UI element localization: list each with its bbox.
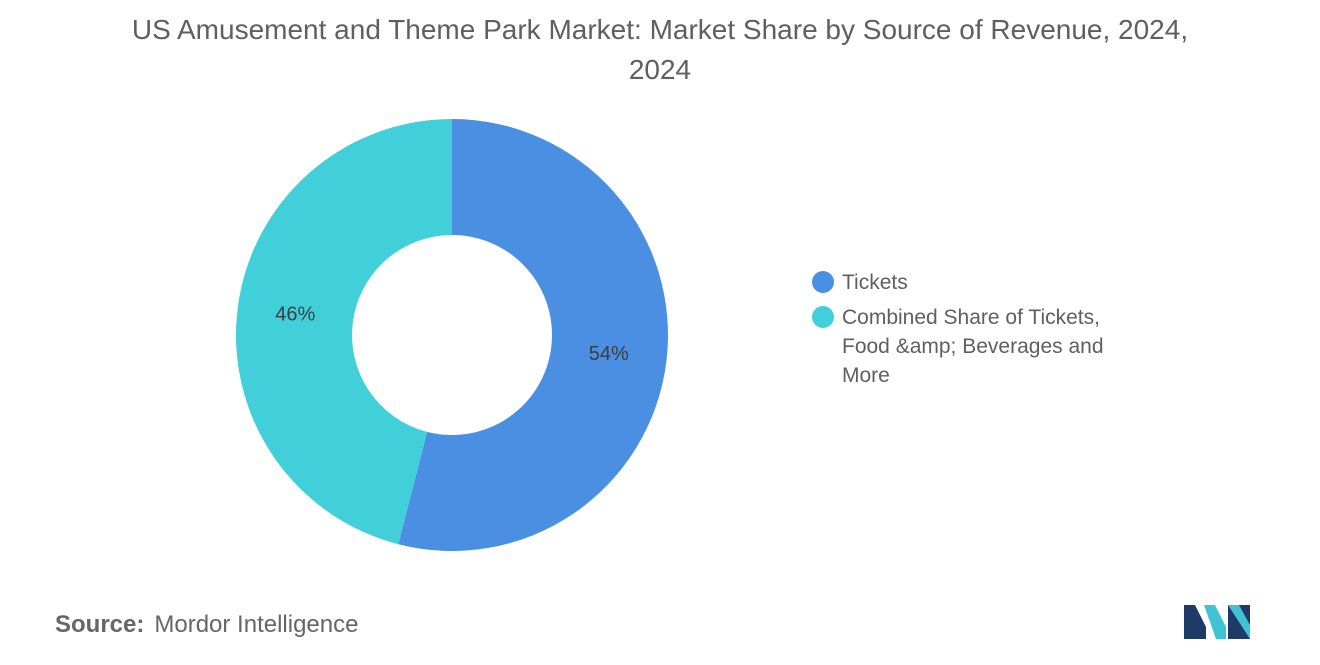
chart-title: US Amusement and Theme Park Market: Mark…	[131, 14, 1189, 85]
donut-slice-tickets[interactable]	[398, 119, 668, 551]
source-label: Source:	[55, 611, 145, 638]
legend-swatch-combined-share	[812, 306, 834, 328]
logo-shape-left	[1184, 605, 1206, 639]
donut-slice-labels: 54% 46%	[275, 303, 629, 365]
source-value: Mordor Intelligence	[154, 611, 359, 638]
donut-slices	[235, 119, 668, 551]
donut-slice-combined-share[interactable]	[235, 119, 452, 545]
legend-label-tickets: Tickets	[842, 271, 908, 294]
legend-item-combined-share[interactable]: Combined Share of Tickets, Food &amp; Be…	[812, 303, 1112, 390]
mordor-intelligence-logo-icon	[1184, 605, 1250, 639]
source-note: Source: Mordor Intelligence	[55, 611, 358, 639]
slice-value-label-tickets: 54%	[589, 343, 629, 365]
legend-label-combined-share: Combined Share of Tickets, Food &amp; Be…	[842, 306, 1104, 387]
logo-shape-mid	[1204, 605, 1226, 639]
logo-shape-right-notch	[1228, 605, 1250, 639]
legend-swatch-tickets	[812, 271, 834, 293]
legend-item-tickets[interactable]: Tickets	[812, 268, 1112, 297]
chart-legend: Tickets Combined Share of Tickets, Food …	[812, 268, 1112, 396]
slice-value-label-combined-share: 46%	[275, 303, 315, 325]
